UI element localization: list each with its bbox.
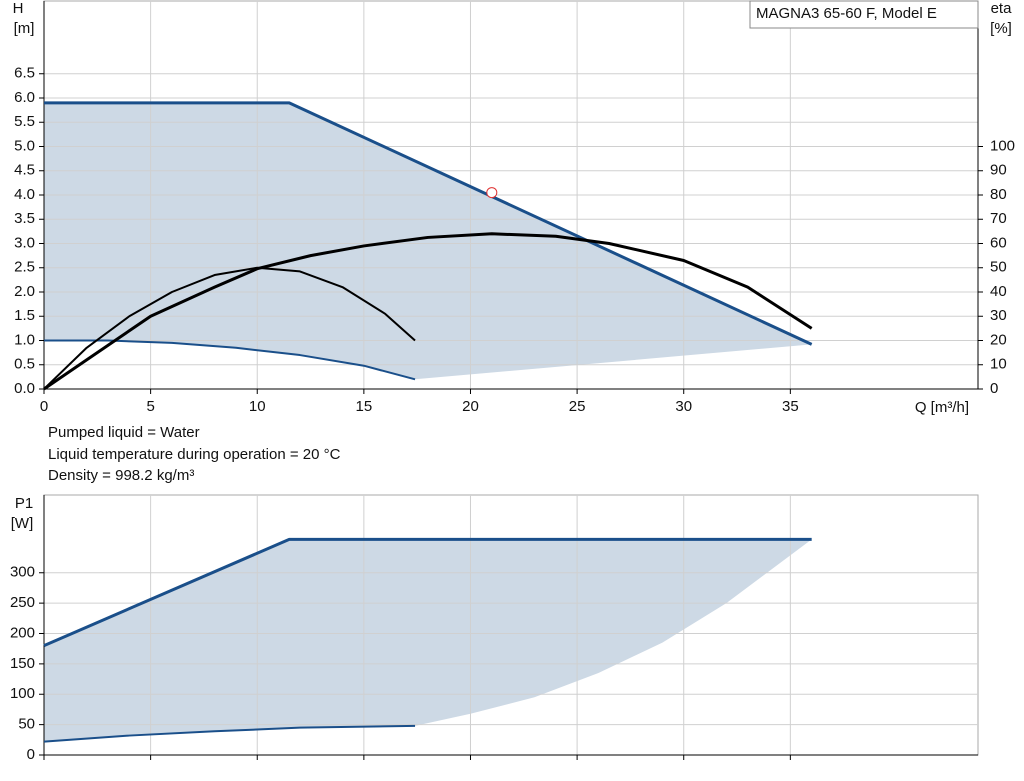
x-tick-label: 20	[462, 398, 479, 415]
y-tick-label: 50	[18, 716, 35, 733]
y2-tick-label: 100	[990, 137, 1015, 154]
curve	[43, 724, 416, 743]
operating-range	[44, 539, 812, 742]
y2-tick-label: 80	[990, 186, 1007, 203]
y2-tick-label: 60	[990, 234, 1007, 251]
x-tick-label: 15	[356, 398, 373, 415]
x-tick-label: 30	[675, 398, 692, 415]
y-tick-label: 4.0	[14, 186, 35, 203]
y-unit: [m]	[14, 20, 35, 37]
y-tick-label: 0.5	[14, 356, 35, 373]
curve	[44, 101, 813, 346]
y2-tick-label: 0	[990, 380, 998, 397]
y-tick-label: 6.0	[14, 89, 35, 106]
y-tick-label: 1.0	[14, 331, 35, 348]
y-tick-label: 5.5	[14, 113, 35, 130]
annotation: Liquid temperature during operation = 20…	[48, 446, 341, 463]
y-tick-label: 2.0	[14, 283, 35, 300]
y2-tick-label: 70	[990, 210, 1007, 227]
y-tick-label: 2.5	[14, 259, 35, 276]
y-tick-label: 6.5	[14, 65, 35, 82]
model-box	[749, 0, 979, 29]
y2-tick-label: 20	[990, 331, 1007, 348]
x-label: Q [m³/h]	[915, 399, 969, 416]
y-label: P1	[15, 495, 33, 512]
y2-label: eta	[991, 0, 1013, 17]
y2-tick-label: 40	[990, 283, 1007, 300]
y-tick-label: 5.0	[14, 137, 35, 154]
y-tick-label: 200	[10, 624, 35, 641]
x-tick-label: 35	[782, 398, 799, 415]
curve	[44, 339, 416, 381]
x-tick-label: 25	[569, 398, 586, 415]
y2-tick-label: 30	[990, 307, 1007, 324]
y2-unit: [%]	[990, 20, 1012, 37]
y-tick-label: 250	[10, 594, 35, 611]
y-tick-label: 100	[10, 685, 35, 702]
x-tick-label: 10	[249, 398, 266, 415]
annotation: Pumped liquid = Water	[48, 424, 200, 441]
y2-tick-label: 50	[990, 259, 1007, 276]
y-tick-label: 3.5	[14, 210, 35, 227]
y-tick-label: 150	[10, 655, 35, 672]
y-unit: [W]	[11, 515, 34, 532]
x-tick-label: 0	[40, 398, 48, 415]
y-tick-label: 0	[27, 746, 35, 763]
y2-tick-label: 90	[990, 162, 1007, 179]
model-label: MAGNA3 65-60 F, Model E	[756, 5, 937, 22]
y-tick-label: 4.5	[14, 162, 35, 179]
y-tick-label: 0.0	[14, 380, 35, 397]
y2-tick-label: 10	[990, 356, 1007, 373]
annotation: Density = 998.2 kg/m³	[48, 467, 194, 484]
y-tick-label: 1.5	[14, 307, 35, 324]
curve	[43, 232, 813, 391]
y-tick-label: 3.0	[14, 234, 35, 251]
duty-point	[486, 187, 498, 199]
curve	[43, 266, 416, 390]
curve	[43, 537, 812, 648]
operating-range	[44, 102, 812, 380]
x-tick-label: 5	[146, 398, 154, 415]
y-label: H	[13, 0, 24, 17]
y-tick-label: 300	[10, 564, 35, 581]
